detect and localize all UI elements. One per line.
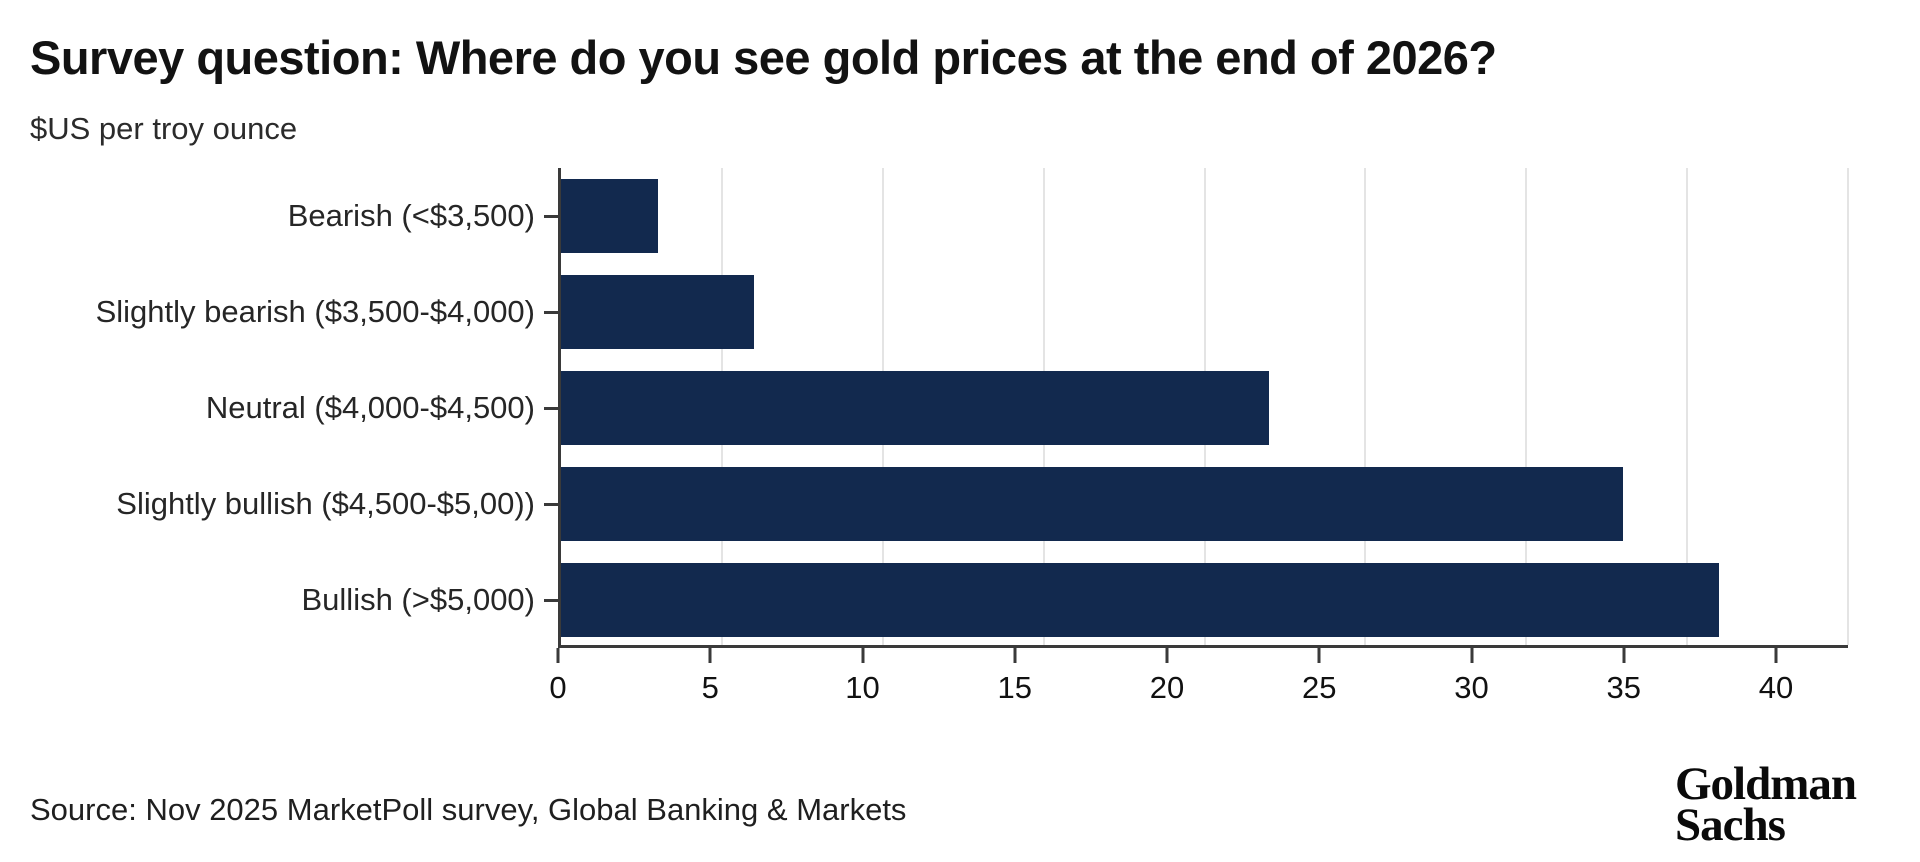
- bar: [561, 371, 1269, 445]
- x-axis-tick: [708, 648, 712, 663]
- y-axis-tick: [544, 502, 558, 506]
- x-axis-tick: [1774, 648, 1778, 663]
- x-axis-tick-label: 5: [701, 670, 719, 705]
- bar-row: [561, 168, 1848, 264]
- bar-row: [561, 360, 1848, 456]
- logo-line-2: Sachs: [1674, 799, 1786, 852]
- y-axis-label: Bearish (<$3,500): [287, 198, 535, 233]
- x-axis-tick: [556, 648, 560, 663]
- bar-chart: Bearish (<$3,500) Slightly bearish ($3,50…: [0, 168, 1849, 712]
- x-axis-tick: [1317, 648, 1321, 663]
- y-axis-tick: [544, 406, 558, 410]
- x-axis-tick: [1013, 648, 1017, 663]
- y-axis-label: Neutral ($4,000-$4,500): [205, 390, 535, 425]
- x-axis-tick-label: 15: [997, 670, 1032, 705]
- bar: [561, 563, 1720, 637]
- x-axis-tick-label: 30: [1454, 670, 1489, 705]
- plot-area: [558, 168, 1849, 648]
- y-axis-label-row: Neutral ($4,000-$4,500): [0, 360, 558, 456]
- x-axis-tick-label: 25: [1302, 670, 1337, 705]
- bars-container: [561, 168, 1848, 648]
- chart-units-subtitle: $US per troy ounce: [30, 111, 298, 146]
- x-axis-tick-label: 10: [845, 670, 880, 705]
- source-text: Source: Nov 2025 MarketPoll survey, Glob…: [30, 792, 907, 827]
- bar: [561, 467, 1623, 541]
- x-axis-tick: [1470, 648, 1473, 663]
- y-axis-label-row: Bearish (<$3,500): [0, 168, 558, 264]
- x-axis-tick-label: 35: [1606, 670, 1641, 705]
- x-axis-tick: [861, 648, 864, 663]
- y-axis-tick: [544, 310, 558, 314]
- x-axis-tick-label: 40: [1758, 670, 1794, 705]
- y-axis-labels: Bearish (<$3,500) Slightly bearish ($3,50…: [0, 168, 558, 648]
- x-axis: 0 5 10 15 20 25 30 35 40: [549, 648, 1793, 712]
- x-axis-tick: [1165, 648, 1169, 663]
- bar: [561, 179, 658, 253]
- gridline: [1686, 168, 1689, 645]
- y-axis-tick: [544, 598, 558, 602]
- x-axis-tick-label: 0: [549, 670, 567, 705]
- bar-row: [561, 456, 1848, 552]
- x-axis-tick: [1622, 648, 1626, 663]
- page-title: Survey question: Where do you see gold p…: [30, 31, 1497, 84]
- y-axis-label-row: Slightly bullish ($4,500-$5,00)): [0, 456, 558, 552]
- y-axis-label-row: Slightly bearish ($3,500-$4,000): [0, 264, 558, 360]
- logo-line-1: Goldman: [1674, 758, 1857, 810]
- y-axis-label: Slightly bullish ($4,500-$5,00)): [116, 486, 535, 521]
- y-axis-label: Bullish (>$5,000): [301, 582, 536, 617]
- bar-row: [561, 264, 1848, 360]
- chart-footer: Source: Nov 2025 MarketPoll survey, Glob…: [0, 758, 1920, 852]
- chart-header: Survey question: Where do you see gold p…: [0, 0, 1920, 168]
- bar: [561, 275, 755, 349]
- gridline: [1364, 168, 1367, 645]
- gridline: [1525, 168, 1528, 645]
- y-axis-label-row: Bullish (>$5,000): [0, 552, 558, 648]
- y-axis-label: Slightly bearish ($3,500-$4,000): [95, 294, 535, 329]
- bar-row: [561, 552, 1848, 648]
- gridline: [1847, 168, 1849, 645]
- y-axis-tick: [544, 214, 558, 218]
- goldman-sachs-logo: Goldman Sachs: [1674, 758, 1857, 852]
- x-axis-tick-label: 20: [1149, 670, 1185, 705]
